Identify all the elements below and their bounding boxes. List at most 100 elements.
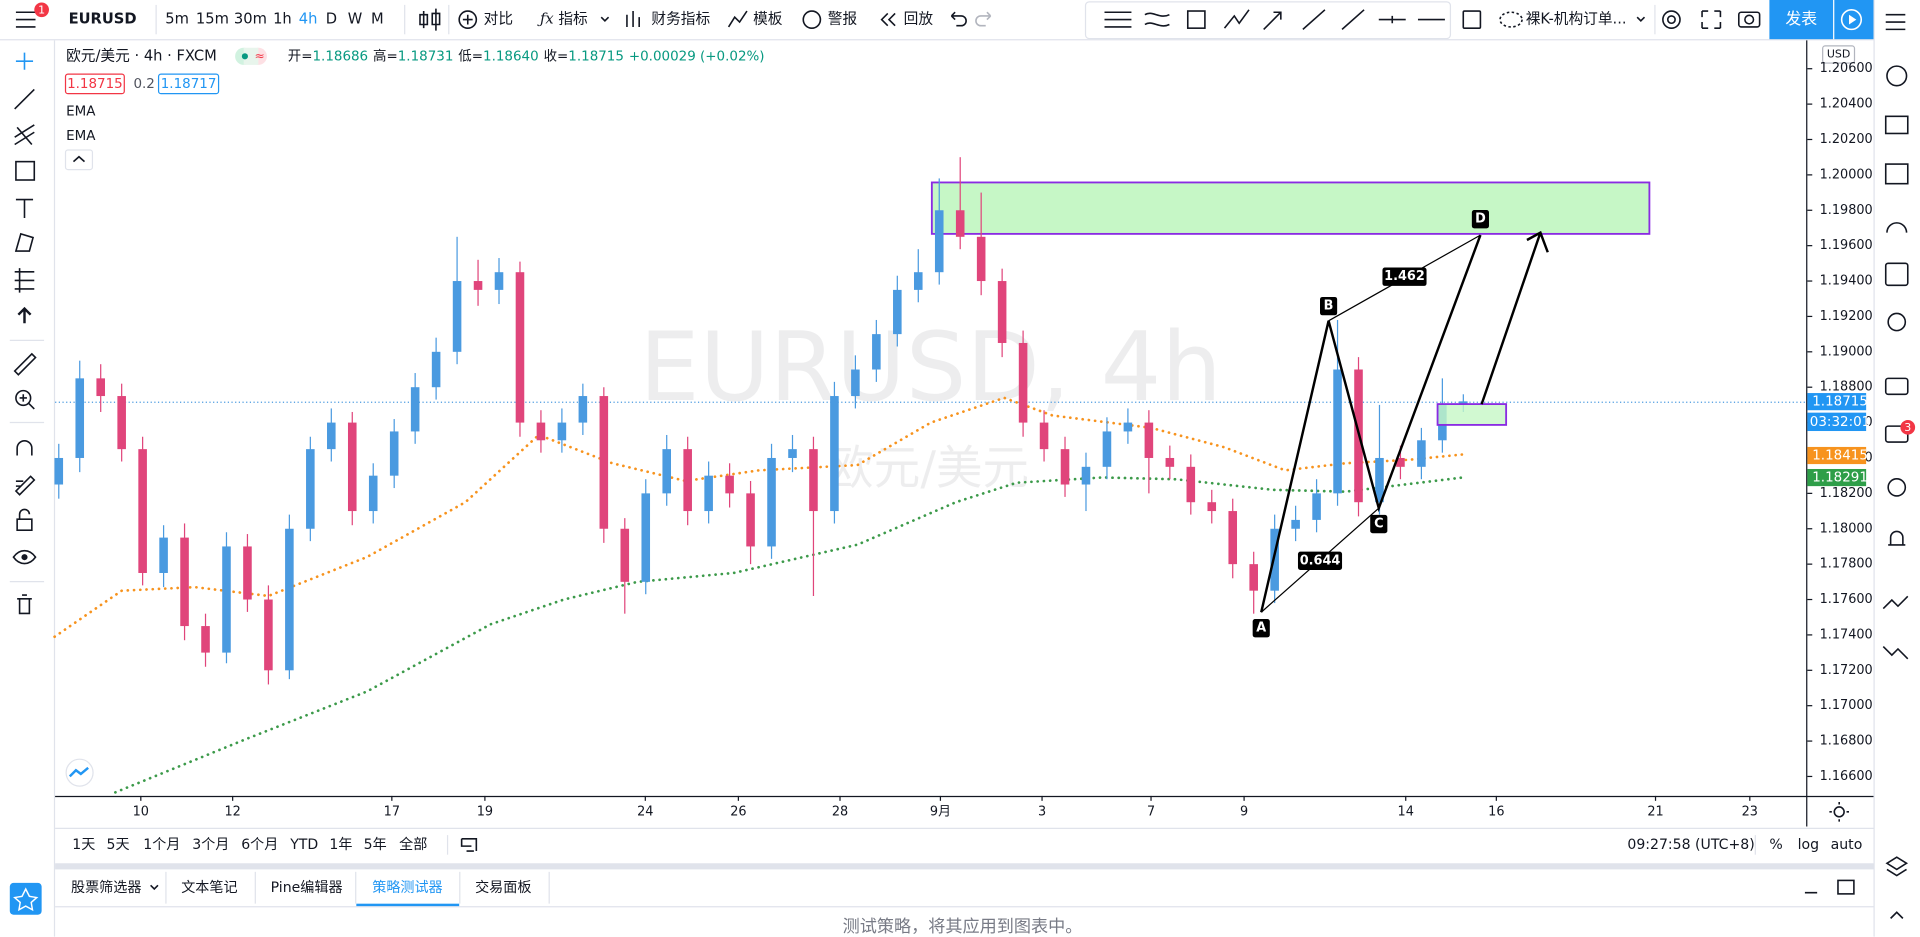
range-button[interactable]: 5年: [364, 837, 387, 853]
candle-body: [452, 281, 462, 352]
price-tick-label: 1.19000: [1820, 344, 1873, 359]
sidebar-icon[interactable]: [1884, 163, 1909, 185]
sidebar-icon[interactable]: [1887, 477, 1907, 497]
sidebar-icon[interactable]: [1885, 13, 1906, 31]
symbol[interactable]: EURUSD: [69, 11, 137, 28]
axis-option[interactable]: log: [1798, 837, 1819, 853]
crosshair-tool[interactable]: [15, 52, 34, 70]
tool-icon[interactable]: [1263, 11, 1282, 30]
sidebar-icon[interactable]: [1882, 595, 1909, 610]
sidebar-icon[interactable]: [1884, 377, 1909, 396]
settings-icon[interactable]: [1662, 10, 1681, 29]
tool-icon[interactable]: [1223, 9, 1250, 29]
line-tool[interactable]: [14, 88, 35, 110]
candle-body: [1039, 422, 1049, 450]
toolbar-button[interactable]: 财务指标: [651, 11, 710, 28]
camera-icon[interactable]: [1737, 11, 1761, 28]
panel-tab[interactable]: 股票筛选器: [71, 880, 141, 896]
publish-button[interactable]: [1769, 0, 1834, 40]
fib-tool[interactable]: [14, 124, 35, 146]
visibility-tool[interactable]: [12, 549, 37, 565]
candle-body: [201, 626, 210, 653]
tool-icon[interactable]: [1144, 12, 1170, 27]
sidebar-icon[interactable]: [1886, 65, 1908, 87]
interval[interactable]: 1h: [273, 11, 292, 28]
range-button[interactable]: YTD: [289, 837, 318, 853]
undo-icon[interactable]: [950, 11, 967, 27]
shape-tool[interactable]: [15, 160, 36, 181]
panel-tab[interactable]: 策略测试器: [372, 879, 442, 896]
tool-icon[interactable]: [1302, 9, 1326, 30]
sidebar-icon[interactable]: [1887, 312, 1907, 332]
range-button[interactable]: 3个月: [192, 837, 229, 853]
redo-icon[interactable]: [975, 11, 992, 27]
interval[interactable]: 15m: [196, 11, 229, 28]
collapse-button[interactable]: [64, 149, 94, 171]
icon-tool[interactable]: [17, 306, 32, 324]
axis-option[interactable]: %: [1769, 837, 1782, 853]
interval[interactable]: M: [371, 11, 384, 28]
lock-tool[interactable]: [16, 518, 33, 532]
tool-icon[interactable]: [1104, 11, 1132, 28]
prediction-tool[interactable]: [14, 268, 35, 293]
time-label: 26: [730, 804, 746, 819]
tool-icon[interactable]: [1341, 9, 1365, 30]
interval[interactable]: D: [326, 11, 337, 28]
interval[interactable]: 5m: [165, 11, 189, 28]
pattern-label: D: [1475, 212, 1486, 227]
sidebar-icon[interactable]: [1890, 911, 1904, 919]
chart-style-icon[interactable]: [419, 8, 441, 31]
sidebar-icon[interactable]: [1885, 856, 1909, 877]
toolbar-button[interactable]: 回放: [904, 11, 934, 28]
sidebar-icon[interactable]: [1884, 115, 1909, 135]
draw-mode-tool[interactable]: [14, 475, 36, 496]
range-button[interactable]: 全部: [399, 836, 427, 853]
panel-tab[interactable]: 交易面板: [475, 879, 531, 896]
range-button[interactable]: 6个月: [241, 837, 278, 853]
interval[interactable]: 4h: [299, 11, 318, 28]
sidebar-icon[interactable]: [1884, 262, 1909, 287]
watchlist-button[interactable]: [9, 882, 42, 915]
layout-name[interactable]: 裸K-机构订单...: [1526, 11, 1627, 28]
toolbar-button[interactable]: 模板: [753, 10, 783, 28]
legend-title: 欧元/美元 · 4h · FXCM: [66, 47, 217, 64]
tool-icon[interactable]: [1378, 15, 1406, 24]
watermark: EURUSD, 4h 欧元/美元: [639, 311, 1222, 495]
currency-box[interactable]: [1822, 45, 1856, 64]
toolbar-button[interactable]: 对比: [484, 11, 513, 28]
ask-box[interactable]: [157, 73, 220, 95]
fullscreen-icon[interactable]: [1701, 10, 1722, 29]
sidebar-icon[interactable]: [1888, 530, 1906, 546]
dropdown-arrow: [600, 16, 610, 22]
menu-button[interactable]: 1: [15, 2, 49, 28]
bid-box[interactable]: [64, 73, 125, 95]
interval[interactable]: 30m: [234, 11, 267, 28]
pattern-tool[interactable]: [14, 232, 35, 252]
maximize-icon[interactable]: [1837, 879, 1855, 895]
indicator-name: EMA: [66, 104, 96, 119]
range-button[interactable]: 5天: [107, 837, 130, 853]
delete-tool[interactable]: [17, 594, 32, 615]
rect-tool-icon[interactable]: [1462, 10, 1482, 29]
goto-date-icon[interactable]: [460, 837, 478, 852]
text-tool[interactable]: [15, 198, 34, 218]
zoom-tool[interactable]: [15, 389, 32, 407]
axis-settings-icon[interactable]: [1833, 806, 1845, 818]
range-button[interactable]: 1年: [329, 837, 352, 853]
sidebar-icon[interactable]: [1882, 645, 1909, 660]
sidebar-icon[interactable]: [1886, 222, 1908, 233]
range-button[interactable]: 1个月: [143, 837, 180, 853]
toolbar-button[interactable]: 指标: [558, 11, 588, 28]
range-button[interactable]: 1天: [72, 837, 95, 853]
time-label: 23: [1742, 804, 1758, 819]
axis-option[interactable]: auto: [1831, 837, 1863, 853]
ruler-tool[interactable]: [13, 352, 37, 376]
candles: [54, 157, 1468, 685]
panel-tab[interactable]: 文本笔记: [181, 880, 237, 896]
toolbar-button[interactable]: 警报: [828, 11, 858, 28]
panel-tab[interactable]: Pine编辑器: [271, 880, 343, 896]
tool-icon[interactable]: [1186, 10, 1206, 29]
visibility-tool: [21, 554, 28, 561]
interval[interactable]: W: [348, 11, 363, 28]
magnet-tool[interactable]: [16, 440, 33, 456]
